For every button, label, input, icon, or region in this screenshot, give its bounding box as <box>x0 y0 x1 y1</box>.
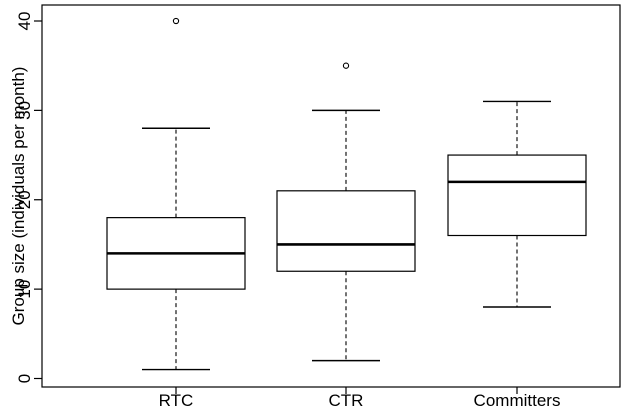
plot-frame <box>41 4 621 388</box>
box-ctr <box>276 190 416 272</box>
outlier-ctr <box>342 62 350 69</box>
outlier-rtc <box>172 17 180 25</box>
box-committers <box>447 154 587 237</box>
x-tick-label-rtc: RTC <box>159 391 194 410</box>
x-tick-label-committers: Committers <box>474 391 561 410</box>
y-tick-label: 20 <box>15 190 34 209</box>
y-tick-label: 30 <box>15 101 34 120</box>
y-tick-label: 0 <box>15 374 34 383</box>
y-axis-label: Group size (individuals per month) <box>9 67 28 326</box>
y-tick-label: 10 <box>15 280 34 299</box>
plot-area: 0 10 20 30 40 RTC CTR Committers <box>15 4 621 410</box>
y-tick-label: 40 <box>15 12 34 31</box>
x-tick-label-ctr: CTR <box>329 391 364 410</box>
